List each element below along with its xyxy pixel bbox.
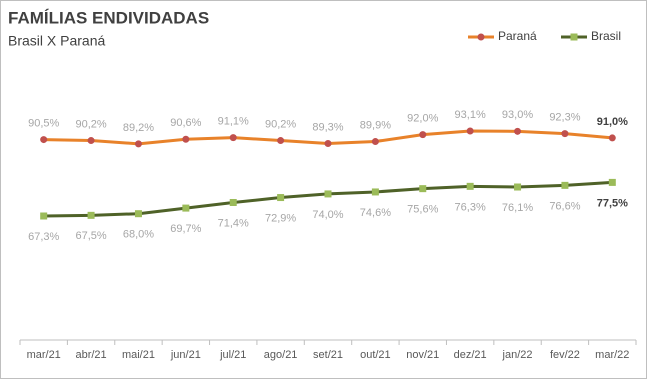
marker (182, 135, 190, 143)
x-tick-label: mar/22 (595, 349, 629, 361)
marker (40, 136, 48, 144)
value-label: 93,1% (455, 109, 486, 121)
value-label: 74,0% (312, 209, 343, 221)
value-label: 76,6% (549, 200, 580, 212)
marker (371, 138, 379, 146)
marker (182, 204, 190, 212)
value-label: 90,5% (28, 117, 59, 129)
marker (87, 137, 95, 145)
marker (608, 178, 616, 186)
x-tick-label: abr/21 (75, 349, 106, 361)
marker (514, 183, 522, 191)
marker (419, 185, 427, 193)
marker (514, 127, 522, 135)
marker (324, 140, 332, 148)
legend-label: Paraná (498, 29, 537, 43)
value-label: 93,0% (502, 109, 533, 121)
value-label: 69,7% (170, 223, 201, 235)
marker (277, 194, 285, 202)
value-label: 89,2% (123, 122, 154, 134)
marker (371, 188, 379, 196)
value-label: 68,0% (123, 229, 154, 241)
value-label: 90,2% (75, 118, 106, 130)
legend-label: Brasil (591, 29, 621, 43)
marker (87, 211, 95, 219)
marker (466, 182, 474, 190)
value-label: 72,9% (265, 212, 296, 224)
value-label: 67,3% (28, 231, 59, 243)
value-label: 74,6% (360, 207, 391, 219)
value-label: 76,3% (455, 201, 486, 213)
chart-subtitle: Brasil X Paraná (8, 33, 105, 49)
marker (466, 127, 474, 135)
value-label: 75,6% (407, 204, 438, 216)
x-tick-label: nov/21 (406, 349, 439, 361)
marker (134, 140, 142, 148)
value-label: 89,3% (312, 121, 343, 133)
value-label: 91,1% (218, 115, 249, 127)
legend-marker (477, 33, 485, 41)
value-label: 90,6% (170, 117, 201, 129)
legend-marker (570, 33, 578, 41)
value-label: 77,5% (597, 197, 628, 209)
marker (229, 198, 237, 206)
value-label: 92,0% (407, 113, 438, 125)
value-label: 91,0% (597, 116, 628, 128)
marker (40, 212, 48, 220)
marker (134, 210, 142, 218)
marker (608, 134, 616, 142)
marker (277, 137, 285, 145)
x-tick-label: set/21 (313, 349, 343, 361)
value-label: 90,2% (265, 118, 296, 130)
marker (229, 134, 237, 142)
chart-title: FAMÍLIAS ENDIVIDADAS (8, 8, 209, 27)
value-label: 89,9% (360, 119, 391, 131)
x-tick-label: jan/22 (502, 349, 533, 361)
x-tick-label: mar/21 (27, 349, 61, 361)
x-tick-label: ago/21 (264, 349, 298, 361)
marker (561, 181, 569, 189)
value-label: 76,1% (502, 202, 533, 214)
x-tick-label: mai/21 (122, 349, 155, 361)
x-tick-label: out/21 (360, 349, 391, 361)
marker (561, 130, 569, 138)
x-tick-label: jul/21 (219, 349, 246, 361)
value-label: 92,3% (549, 112, 580, 124)
value-label: 67,5% (75, 230, 106, 242)
x-tick-label: jun/21 (170, 349, 201, 361)
marker (419, 131, 427, 139)
value-label: 71,4% (218, 217, 249, 229)
marker (324, 190, 332, 198)
x-tick-label: fev/22 (550, 349, 580, 361)
x-tick-label: dez/21 (454, 349, 487, 361)
